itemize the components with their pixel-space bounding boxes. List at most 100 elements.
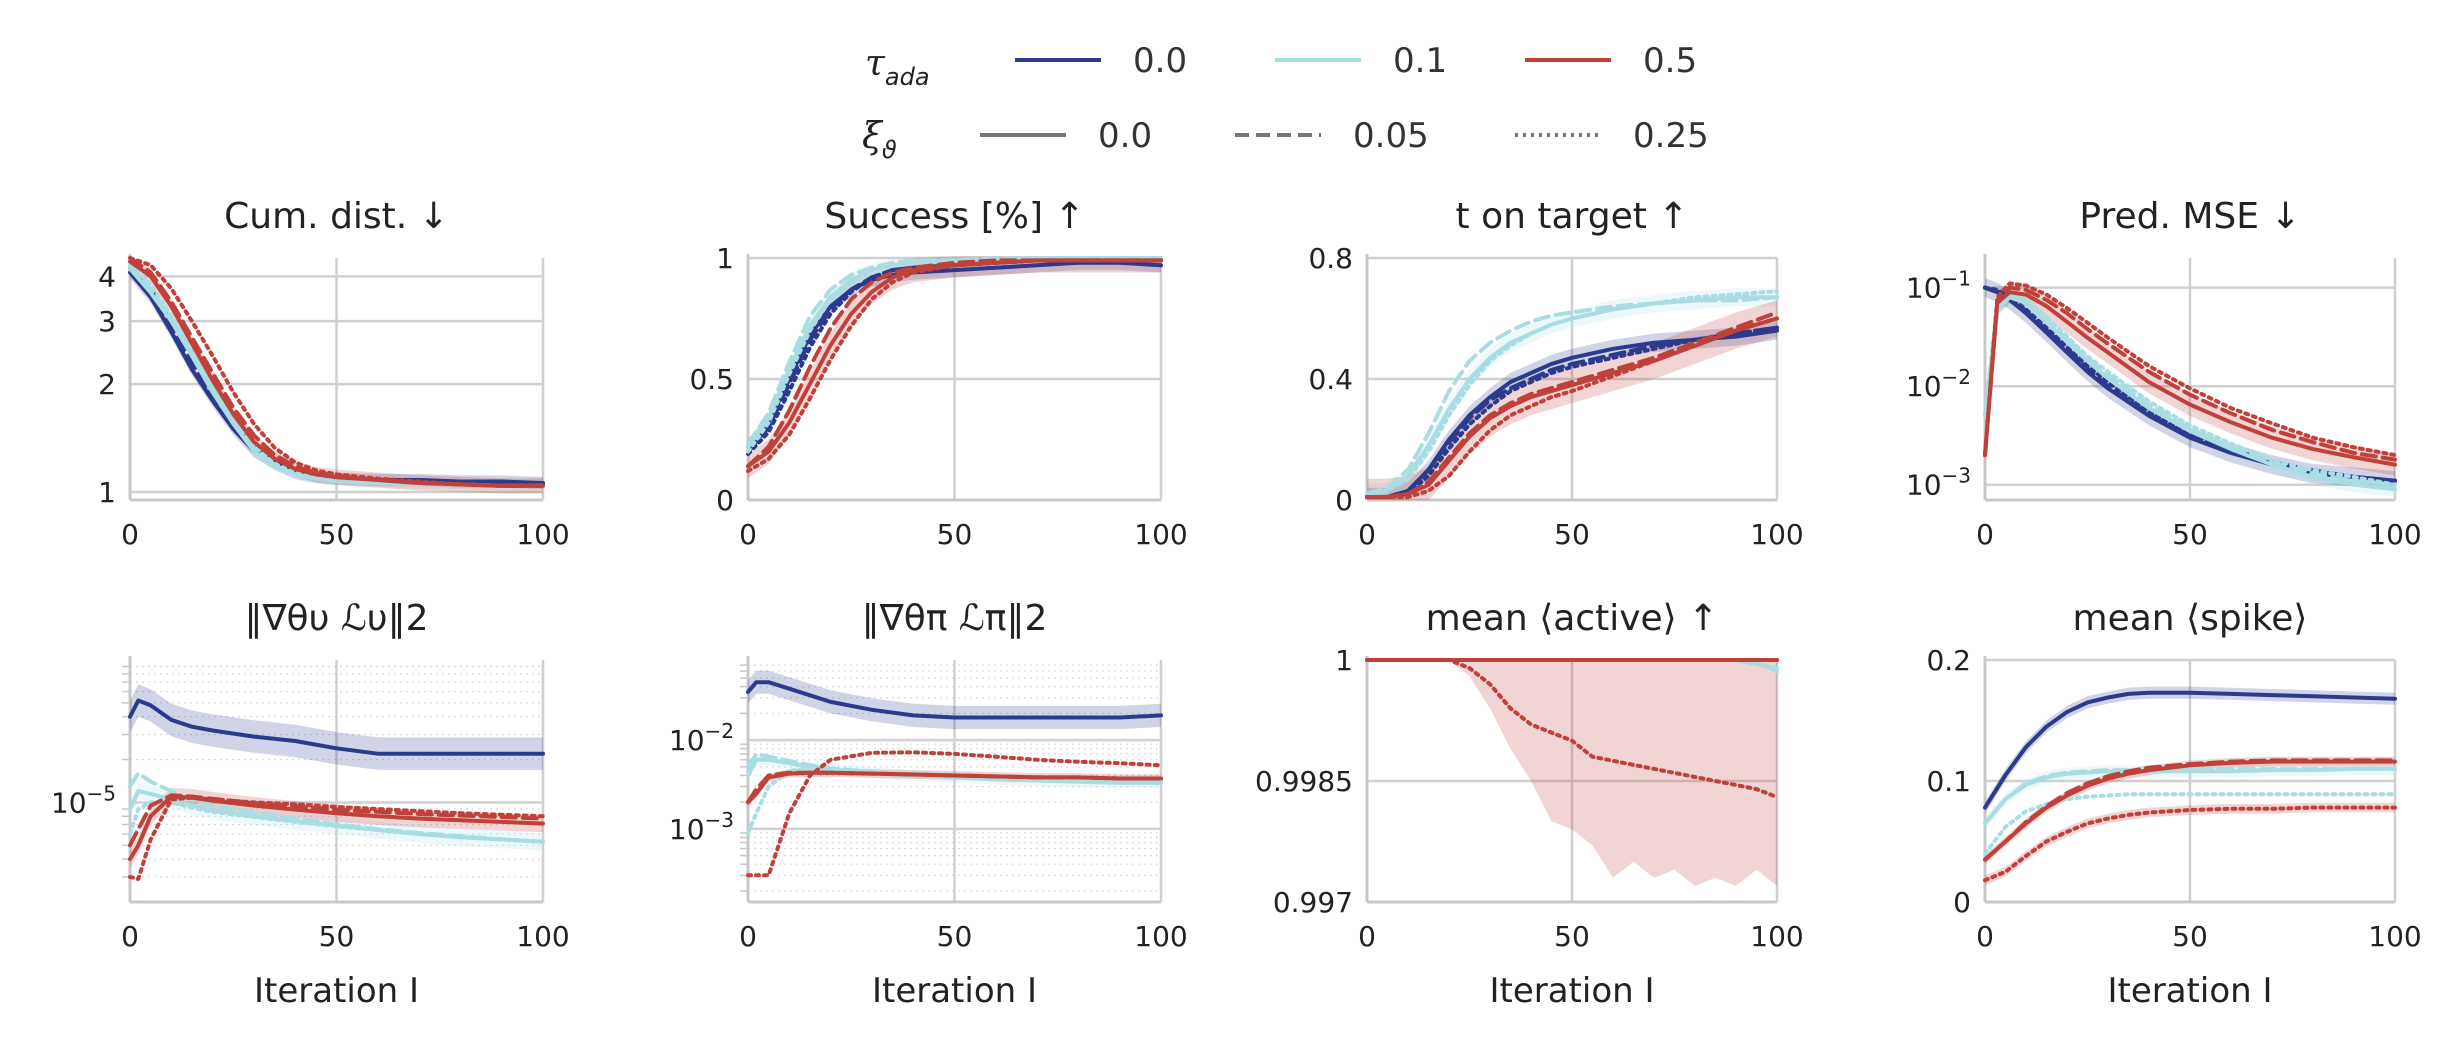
x-axis-label: Iteration I xyxy=(872,971,1037,1011)
panel-8: 0 0.1 0.2 0 50 100 mean ⟨spike⟩ Iteration I xyxy=(1926,598,2421,1011)
series-line-tau-0.5-xi-0.25 xyxy=(1983,805,2397,883)
series-line-tau-0.5-xi-0.25 xyxy=(128,795,545,881)
series-line-tau-0.0-xi-0.25 xyxy=(746,258,1163,456)
y-tick-label: 0 xyxy=(1335,484,1353,517)
x-tick-label: 50 xyxy=(2172,920,2208,953)
panel-2: 0 0.5 1 0 50 100 Success [%] ↑ xyxy=(689,196,1187,551)
panel-title: ‖∇θπ ℒπ‖2 xyxy=(862,598,1048,639)
series-line-tau-0.5-xi-0.25 xyxy=(746,258,1163,473)
x-tick-label: 50 xyxy=(937,518,973,551)
x-tick-label: 100 xyxy=(516,518,569,551)
y-tick-label: 1 xyxy=(716,242,734,275)
legend-label-xi-0.25: 0.25 xyxy=(1633,116,1709,156)
series-line-tau-0.1-xi-0.05 xyxy=(746,256,1163,447)
x-tick-label: 100 xyxy=(2368,518,2421,551)
series-line-tau-0.5-xi-0.0 xyxy=(1983,290,2397,467)
panel-7: 0.997 0.9985 1 0 50 100 mean ⟨active⟩ ↑ Iterati… xyxy=(1255,598,1804,1011)
series-line-tau-0.1-xi-0.25 xyxy=(1365,289,1779,496)
y-tick-label: 0.997 xyxy=(1273,886,1353,919)
x-axis-label: Iteration I xyxy=(1489,971,1654,1011)
y-tick-label: 3 xyxy=(98,305,116,338)
band-tau-0.5-xi-0.25 xyxy=(1367,660,1777,886)
band-tau-0.5-xi-0.0 xyxy=(130,256,543,494)
band-tau-0.5-xi-0.25 xyxy=(1985,802,2395,886)
x-tick-label: 100 xyxy=(1750,920,1803,953)
x-tick-label: 100 xyxy=(1750,518,1803,551)
y-tick-label: 4 xyxy=(98,260,116,293)
panel-6: 10−3 10−2 0 50 100 ‖∇θπ ℒπ‖2 Iteration I xyxy=(669,598,1188,1011)
y-tick-label: 0.2 xyxy=(1926,644,1971,677)
panel-title: t on target ↑ xyxy=(1456,196,1689,237)
legend-entries: 0.0 0.1 0.5 0.0 0.05 0.25 xyxy=(980,41,1709,156)
series-line-tau-0.5-xi-0.05 xyxy=(1365,310,1779,499)
x-tick-label: 100 xyxy=(2368,920,2421,953)
legend-label-tau-0.0: 0.0 xyxy=(1133,41,1187,81)
x-tick-label: 0 xyxy=(1976,518,1994,551)
y-tick-label: 0.5 xyxy=(689,363,734,396)
band-tau-0.0-xi-0.0 xyxy=(130,266,543,490)
y-tick-label: 10−3 xyxy=(669,808,734,846)
y-tick-label: 1 xyxy=(1335,644,1353,677)
series-line-tau-0.5-xi-0.25 xyxy=(1365,658,1779,800)
y-tick-label: 0.1 xyxy=(1926,765,1971,798)
panel-title: Pred. MSE ↓ xyxy=(2079,196,2300,237)
x-tick-label: 0 xyxy=(1358,518,1376,551)
legend-xi-label: ξϑ xyxy=(862,116,897,164)
x-tick-label: 100 xyxy=(1134,920,1187,953)
y-tick-label: 10−5 xyxy=(51,781,116,819)
x-tick-label: 50 xyxy=(937,920,973,953)
series-line-tau-0.5-xi-0.25 xyxy=(1983,281,2397,458)
x-axis-label: Iteration I xyxy=(2107,971,2272,1011)
x-axis-label: Iteration I xyxy=(254,971,419,1011)
y-tick-label: 1 xyxy=(98,476,116,509)
series-line-tau-0.0-xi-0.0 xyxy=(128,698,545,756)
y-tick-label: 0.9985 xyxy=(1255,765,1353,798)
band-tau-0.0-xi-0.0 xyxy=(130,684,543,770)
series-line-tau-0.5-xi-0.05 xyxy=(746,770,1163,805)
x-tick-label: 50 xyxy=(319,920,355,953)
y-tick-label: 0 xyxy=(716,484,734,517)
y-tick-label: 10−2 xyxy=(1906,365,1971,403)
panel-4: 10−3 10−2 10−1 0 50 100 Pred. MSE ↓ xyxy=(1906,196,2422,551)
series-line-tau-0.1-xi-0.25 xyxy=(746,256,1163,454)
legend-label-xi-0.0: 0.0 xyxy=(1098,116,1152,156)
panel-title: mean ⟨spike⟩ xyxy=(2073,598,2308,639)
panel-title: ‖∇θυ ℒυ‖2 xyxy=(244,598,428,639)
x-tick-label: 0 xyxy=(739,518,757,551)
series-line-tau-0.0-xi-0.25 xyxy=(1365,325,1779,499)
series-line-tau-0.5-xi-0.25 xyxy=(746,750,1163,878)
x-tick-label: 50 xyxy=(319,518,355,551)
series-line-tau-0.5-xi-0.05 xyxy=(1983,758,2397,862)
legend-label-tau-0.5: 0.5 xyxy=(1643,41,1697,81)
panel-5: 10−5 0 50 100 ‖∇θυ ℒυ‖2 Iteration I xyxy=(51,598,570,1011)
series-line-tau-0.5-xi-0.05 xyxy=(1983,285,2397,462)
series-line-tau-0.5-xi-0.25 xyxy=(1365,316,1779,499)
series-line-tau-0.0-xi-0.0 xyxy=(1983,690,2397,810)
x-tick-label: 50 xyxy=(1554,920,1590,953)
y-tick-label: 0.8 xyxy=(1308,242,1353,275)
x-tick-label: 0 xyxy=(121,920,139,953)
y-tick-label: 10−3 xyxy=(1906,464,1971,502)
panel-3: 0 0.4 0.8 0 50 100 t on target ↑ xyxy=(1308,196,1803,551)
panel-title: Success [%] ↑ xyxy=(824,196,1084,237)
series-line-tau-0.0-xi-0.0 xyxy=(746,260,1163,449)
x-tick-label: 100 xyxy=(516,920,569,953)
x-tick-label: 0 xyxy=(739,920,757,953)
band-tau-0.0-xi-0.0 xyxy=(748,670,1161,730)
x-tick-label: 50 xyxy=(1554,518,1590,551)
x-tick-label: 0 xyxy=(1358,920,1376,953)
series-line-tau-0.5-xi-0.05 xyxy=(128,256,545,488)
series-line-tau-0.5-xi-0.0 xyxy=(128,794,545,862)
y-tick-label: 10−2 xyxy=(669,719,734,757)
y-tick-label: 0.4 xyxy=(1308,363,1353,396)
x-tick-label: 0 xyxy=(1976,920,1994,953)
y-tick-label: 0 xyxy=(1953,886,1971,919)
legend-tau-label: τada xyxy=(865,43,930,91)
band-tau-0.0-xi-0.0 xyxy=(1985,278,2395,491)
series-line-tau-0.0-xi-0.0 xyxy=(746,680,1163,720)
series-line-tau-0.5-xi-0.25 xyxy=(128,256,545,488)
x-tick-label: 100 xyxy=(1134,518,1187,551)
x-tick-label: 50 xyxy=(2172,518,2208,551)
